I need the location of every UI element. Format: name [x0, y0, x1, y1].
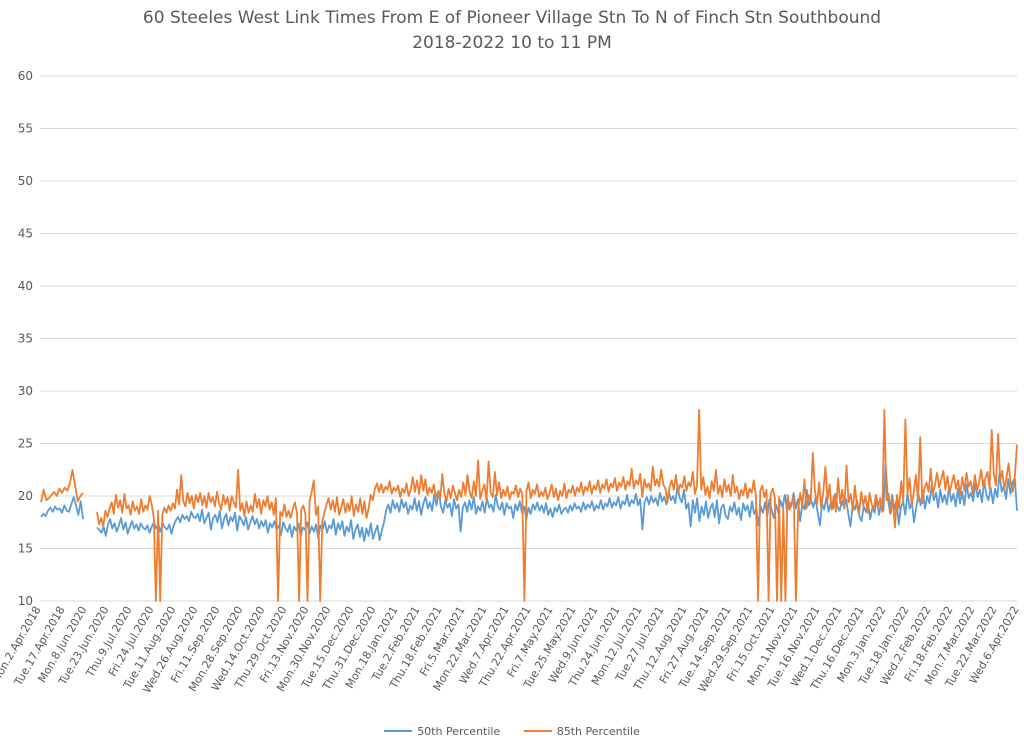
- gridlines: [40, 75, 1017, 602]
- chart-title-line2: 2018-2022 10 to 11 PM: [412, 33, 612, 53]
- y-tick-label: 10: [18, 594, 33, 608]
- y-tick-label: 15: [18, 542, 33, 556]
- legend-item-85th: 85th Percentile: [523, 724, 640, 738]
- x-axis-ticks: Mon.2.Apr.2018Tue.17.Apr.2018Mon.8.Jun.2…: [0, 604, 1022, 695]
- y-tick-label: 45: [18, 227, 33, 241]
- legend-item-50th: 50th Percentile: [384, 725, 500, 738]
- y-tick-label: 40: [18, 279, 33, 293]
- y-tick-label: 35: [18, 332, 33, 346]
- legend-label-50th: 50th Percentile: [417, 724, 501, 738]
- y-tick-label: 55: [18, 122, 33, 136]
- series-lines: [40, 408, 1018, 602]
- chart-legend: 50th Percentile 85th Percentile: [0, 722, 1024, 738]
- chart-title: 60 Steeles West Link Times From E of Pio…: [0, 6, 1024, 56]
- series-line-50th-segment-1: [96, 463, 1018, 542]
- legend-label-85th: 85th Percentile: [556, 724, 640, 738]
- y-tick-label: 25: [18, 437, 33, 451]
- y-axis-ticks: 10 15 20 25 30 35 40 45 50 55 60: [18, 69, 33, 608]
- legend-swatch-50th: [384, 730, 413, 732]
- y-tick-label: 30: [18, 384, 33, 398]
- y-tick-label: 20: [18, 489, 33, 503]
- y-tick-label: 50: [18, 174, 33, 188]
- chart-title-line1: 60 Steeles West Link Times From E of Pio…: [142, 8, 882, 28]
- series-line-50th-segment-0: [40, 496, 84, 520]
- series-line-85th-segment-0: [40, 468, 84, 503]
- legend-swatch-85th: [523, 730, 552, 732]
- y-tick-label: 60: [18, 69, 33, 83]
- series-line-85th-segment-1: [96, 408, 1018, 602]
